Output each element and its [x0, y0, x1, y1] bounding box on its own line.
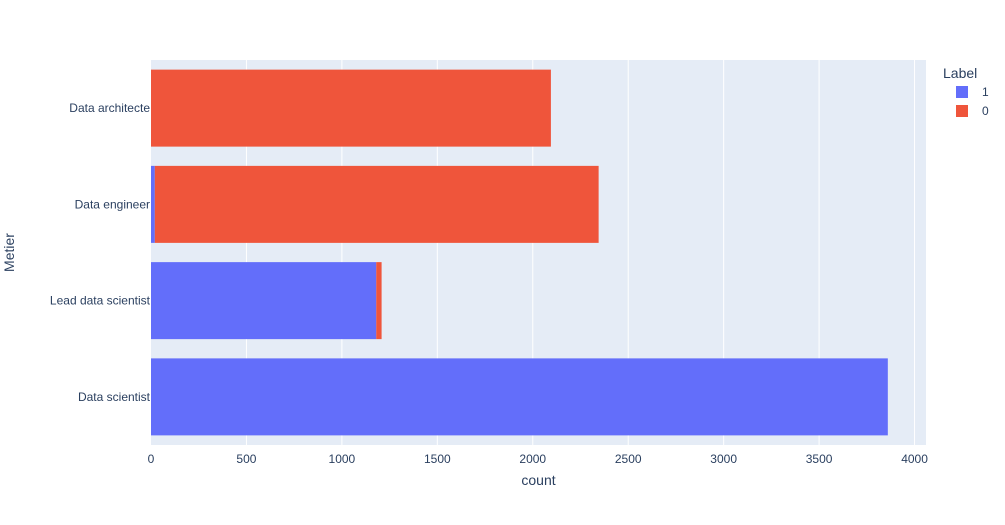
legend-item-label[interactable]: 0 [982, 104, 989, 118]
legend: Label 1 0 [943, 65, 989, 118]
x-tick-label: 2000 [519, 452, 546, 466]
y-axis-ticks: Data architecte Data engineer Lead data sc… [50, 101, 151, 404]
x-tick-label: 500 [236, 452, 256, 466]
x-tick-label: 3500 [806, 452, 833, 466]
y-tick-label: Data engineer [75, 197, 150, 211]
bar-data-scientist-label-1 [151, 358, 888, 436]
y-tick-label: Data architecte [69, 101, 150, 115]
x-tick-label: 2500 [615, 452, 642, 466]
bar-data-engineer-label-1 [151, 165, 155, 243]
legend-swatch-0[interactable] [956, 105, 968, 117]
bar-lead-data-scientist-label-1 [151, 262, 377, 340]
legend-swatch-1[interactable] [956, 86, 968, 98]
y-tick-label: Lead data scientist [50, 294, 151, 308]
x-tick-label: 1000 [329, 452, 356, 466]
y-tick-label: Data scientist [78, 390, 151, 404]
x-tick-label: 0 [148, 452, 155, 466]
bars [151, 69, 888, 436]
y-axis-title: Metier [1, 233, 17, 272]
x-tick-label: 3000 [710, 452, 737, 466]
x-axis-ticks: 0 500 1000 1500 2000 2500 3000 3500 4000 [148, 452, 929, 466]
x-axis-title: count [521, 472, 555, 488]
legend-item-label[interactable]: 1 [982, 85, 989, 99]
legend-title: Label [943, 65, 977, 81]
x-tick-label: 1500 [424, 452, 451, 466]
bar-data-architecte-label-0 [151, 69, 551, 147]
x-tick-label: 4000 [901, 452, 928, 466]
bar-data-engineer-label-0 [154, 165, 599, 243]
bar-lead-data-scientist-label-0 [376, 262, 382, 340]
